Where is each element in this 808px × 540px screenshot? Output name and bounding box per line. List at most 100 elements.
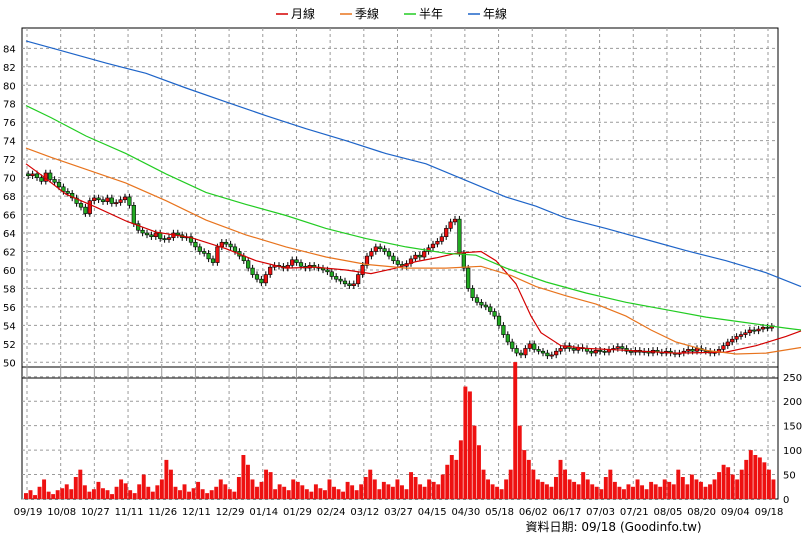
candle-body	[413, 254, 418, 260]
volume-bar	[205, 493, 210, 499]
candle-body	[452, 218, 458, 223]
candle-body	[571, 348, 576, 351]
price-tick-label: 58	[3, 284, 16, 295]
volume-bar	[708, 484, 712, 499]
volume-bar	[182, 484, 187, 499]
x-tick-label: 04/15	[418, 507, 447, 518]
volume-bar	[730, 474, 735, 499]
volume-bar	[762, 462, 767, 499]
candle-body	[382, 248, 387, 252]
volume-bar	[395, 479, 400, 499]
volume-bar	[318, 488, 323, 499]
volume-bars	[24, 362, 776, 499]
candle-body	[83, 206, 88, 214]
volume-bar	[400, 485, 404, 499]
candle-body	[523, 348, 528, 356]
candle-body	[514, 348, 519, 354]
volume-bar	[404, 489, 409, 499]
volume-bar	[187, 491, 192, 499]
volume-bar	[191, 488, 196, 499]
price-tick-label: 50	[3, 358, 16, 369]
chart-legend: 月線 季線 半年 年線	[276, 6, 507, 21]
candle-body	[738, 334, 744, 337]
price-panel-frame	[21, 27, 779, 379]
volume-bar	[345, 481, 350, 499]
volume-bar	[753, 455, 758, 499]
candle-body	[329, 271, 334, 277]
volume-bar	[82, 485, 87, 499]
candle-body	[347, 283, 352, 286]
volume-bar	[590, 484, 595, 499]
volume-bar	[531, 469, 536, 499]
volume-bar	[594, 486, 599, 499]
candle-body	[501, 325, 506, 335]
candle-body	[615, 346, 620, 349]
candle-body	[760, 326, 766, 330]
candle-body	[721, 345, 726, 350]
x-tick-label: 09/19	[14, 507, 43, 518]
candle-body	[518, 352, 524, 356]
volume-tick-label: 250	[783, 373, 802, 384]
candle-body	[78, 203, 84, 208]
volume-bar	[635, 479, 640, 499]
x-tick-label: 12/29	[216, 507, 245, 518]
candle-body	[369, 251, 374, 257]
volume-bar	[178, 490, 182, 499]
legend-label: 月線	[291, 6, 315, 21]
volume-bar	[132, 493, 137, 499]
candle-body	[224, 241, 229, 245]
volume-bar	[513, 362, 518, 499]
candle-body	[206, 253, 211, 260]
candle-body	[325, 269, 330, 273]
volume-bar	[359, 484, 364, 499]
volume-bar	[236, 477, 241, 499]
volume-bar	[350, 485, 355, 499]
price-tick-label: 78	[3, 100, 16, 111]
volume-bar	[499, 489, 504, 499]
candle-body	[140, 229, 145, 234]
volume-bar	[363, 477, 368, 499]
volume-bar	[168, 469, 173, 499]
volume-bar	[119, 479, 124, 499]
volume-bar	[64, 484, 69, 499]
volume-bar	[87, 491, 92, 499]
candle-body	[92, 197, 97, 201]
candle-body	[30, 173, 35, 177]
candle-body	[254, 274, 260, 280]
source-label: (Goodinfo.tw)	[620, 520, 702, 534]
volume-bar	[60, 488, 65, 499]
volume-bar	[377, 489, 382, 499]
candle-body	[488, 306, 493, 312]
candle-body	[202, 251, 207, 254]
volume-bar	[703, 486, 708, 499]
candle-body	[743, 332, 748, 335]
x-tick-label: 08/05	[654, 507, 683, 518]
candle-body	[470, 288, 475, 298]
volume-bar	[757, 457, 762, 499]
volume-bar	[264, 469, 269, 499]
candle-body	[466, 267, 471, 289]
volume-bar	[581, 472, 586, 499]
volume-bar	[268, 472, 273, 499]
volume-bar	[51, 494, 56, 499]
volume-bar	[33, 495, 37, 499]
candle-body	[149, 234, 154, 238]
volume-bar	[413, 477, 418, 499]
volume-tick-label: 50	[783, 471, 796, 482]
volume-bar	[150, 491, 155, 499]
volume-bar	[549, 486, 554, 499]
volume-bar	[28, 490, 33, 499]
volume-bar	[712, 479, 717, 499]
candle-body	[246, 260, 251, 269]
volume-bar	[255, 486, 259, 499]
volume-bar	[409, 472, 413, 499]
legend-label: 年線	[483, 6, 507, 21]
volume-bar	[422, 486, 427, 499]
volume-bar	[227, 489, 232, 499]
candle-body	[690, 349, 695, 352]
candle-body	[131, 205, 136, 225]
volume-bar	[477, 445, 481, 499]
candle-body	[338, 278, 343, 282]
candle-body	[228, 243, 233, 248]
volume-bar	[458, 440, 463, 499]
